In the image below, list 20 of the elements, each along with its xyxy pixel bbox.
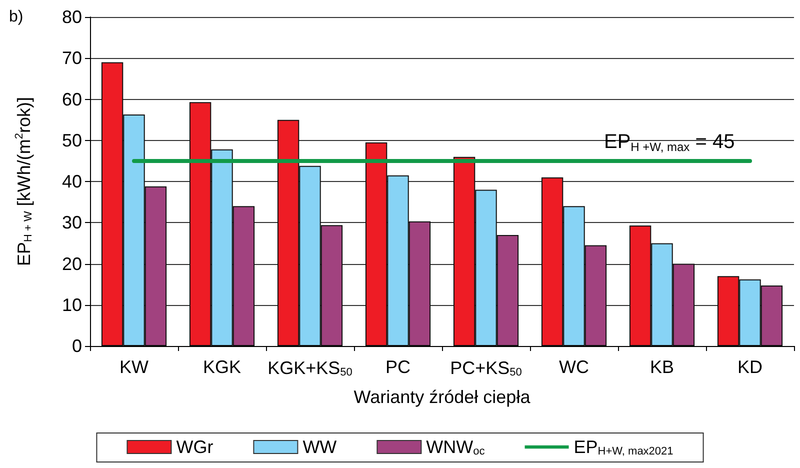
x-tick-label: WC bbox=[559, 357, 589, 377]
y-tick-label: 10 bbox=[62, 294, 82, 315]
y-tick-label: 0 bbox=[72, 336, 82, 356]
y-tick-label: 20 bbox=[62, 254, 82, 274]
y-tick-label: 50 bbox=[62, 130, 82, 150]
x-tick-label: KGK bbox=[202, 357, 242, 377]
y-tick-label: 70 bbox=[62, 48, 82, 68]
y-tick-label: 80 bbox=[62, 7, 82, 27]
y-tick-label: 60 bbox=[62, 89, 82, 110]
x-tick-label: KW bbox=[120, 357, 149, 377]
y-tick-label: 40 bbox=[62, 172, 82, 192]
legend-label: WGr bbox=[176, 437, 214, 457]
x-tick-label: KD bbox=[737, 357, 763, 377]
x-tick-label: KB bbox=[650, 357, 674, 377]
y-axis-title: EPH + W [kWh/(m2rok)] bbox=[14, 97, 34, 266]
chart-title: b) bbox=[9, 8, 24, 26]
x-tick-label: PC bbox=[385, 357, 411, 377]
legend-label: WW bbox=[302, 437, 337, 457]
x-axis-title: Warianty źródeł ciepła bbox=[354, 387, 532, 407]
y-tick-label: 30 bbox=[62, 212, 82, 233]
